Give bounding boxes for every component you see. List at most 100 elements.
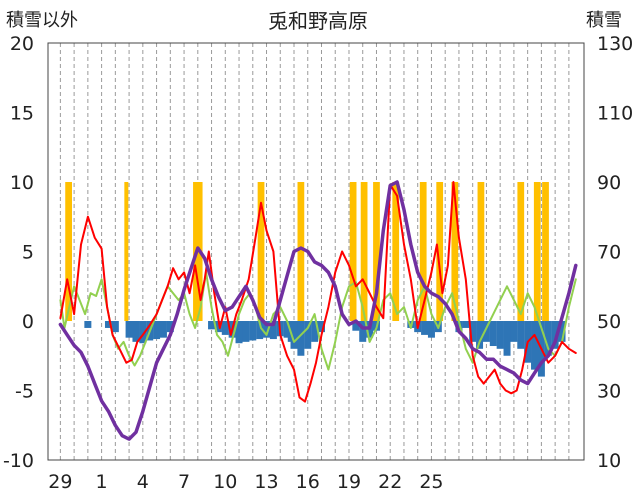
sunshine-bar xyxy=(125,321,133,338)
precip-bar xyxy=(439,182,444,321)
sunshine-bar xyxy=(111,321,119,333)
precip-bar xyxy=(375,182,380,321)
sunshine-bar xyxy=(496,321,504,349)
chart-title: 兎和野高原 xyxy=(268,9,368,33)
x-tick-label: 16 xyxy=(296,471,320,493)
sunshine-bar xyxy=(558,321,566,342)
y-left-tick-label: 15 xyxy=(10,103,34,125)
sunshine-bar xyxy=(132,321,140,342)
sunshine-bar xyxy=(304,321,312,349)
plot-area xyxy=(58,43,578,460)
precip-bar xyxy=(392,182,397,321)
precip-bar xyxy=(536,182,541,321)
precip-bar xyxy=(419,182,424,321)
precip-bar xyxy=(300,182,305,321)
plot-border xyxy=(47,42,585,461)
x-tick-label: 1 xyxy=(96,471,108,493)
sunshine-bar xyxy=(139,321,147,344)
x-tick-label: 4 xyxy=(137,471,149,493)
precip-bar xyxy=(544,182,549,321)
sunshine-bar xyxy=(221,321,229,335)
sunshine-bar xyxy=(476,321,484,349)
sunshine-bar xyxy=(84,321,92,328)
sunshine-bar xyxy=(153,321,161,340)
sunshine-bar xyxy=(242,321,250,342)
y-left-tick-label: 20 xyxy=(10,33,34,55)
temperature-line xyxy=(59,181,577,403)
sunshine-bar xyxy=(510,321,518,342)
y-right-tick-label: 110 xyxy=(597,103,633,125)
sunshine-bar xyxy=(455,321,463,333)
precip-bar xyxy=(480,182,485,321)
sunshine-bar xyxy=(311,321,319,342)
sunshine-bar xyxy=(249,321,257,341)
sunshine-bar xyxy=(159,321,167,338)
sunshine-bar xyxy=(269,321,277,340)
sunshine-bar xyxy=(256,321,264,340)
secondary-line xyxy=(59,271,577,371)
precip-bar xyxy=(533,182,538,321)
precip-bar xyxy=(260,182,265,321)
y-left-tick-label: -5 xyxy=(15,381,34,403)
snow-depth-line xyxy=(58,180,578,441)
sunshine-bar xyxy=(462,321,470,328)
y-right-tick-label: 130 xyxy=(597,33,633,55)
sunshine-bar xyxy=(235,321,243,344)
precip-bar xyxy=(363,182,368,321)
precip-bar xyxy=(422,182,427,321)
sunshine-bar xyxy=(503,321,511,356)
y-left-tick-label: 0 xyxy=(22,311,34,333)
sunshine-bar xyxy=(427,321,435,338)
sunshine-bar xyxy=(352,321,360,331)
precip-bar xyxy=(297,182,302,321)
precip-bar xyxy=(373,182,378,321)
precip-bar xyxy=(451,182,456,321)
sunshine-bar xyxy=(166,321,174,333)
sunshine-bar xyxy=(317,321,325,333)
sunshine-bar xyxy=(104,321,112,328)
x-tick-label: 25 xyxy=(419,471,443,493)
precip-bar xyxy=(257,182,262,321)
sunshine-bar xyxy=(489,321,497,347)
y-left-tick-label: -10 xyxy=(3,450,34,472)
y-right-tick-label: 50 xyxy=(597,311,621,333)
x-tick-label: 13 xyxy=(254,471,278,493)
x-tick-label: 19 xyxy=(337,471,361,493)
sunshine-bar xyxy=(544,321,552,356)
precip-bar xyxy=(395,182,400,321)
x-tick-label: 7 xyxy=(178,471,190,493)
y-right-tick-label: 90 xyxy=(597,172,621,194)
y-right-tick-label: 70 xyxy=(597,242,621,264)
precip-bar xyxy=(352,182,357,321)
precip-bar xyxy=(360,182,365,321)
sunshine-bar xyxy=(531,321,539,370)
y-left-tick-label: 5 xyxy=(22,242,34,264)
precip-bar xyxy=(477,182,482,321)
precip-bar xyxy=(124,182,129,321)
sunshine-bar xyxy=(283,321,291,338)
sunshine-bar xyxy=(263,321,271,338)
x-tick-label: 10 xyxy=(213,471,237,493)
precip-bar xyxy=(67,182,72,321)
sunshine-bar xyxy=(551,321,559,349)
sunshine-bar xyxy=(517,321,525,349)
sunshine-bar xyxy=(290,321,298,349)
precip-bar xyxy=(65,182,70,321)
precip-bar xyxy=(349,182,354,321)
y-left-axis-label: 積雪以外 xyxy=(6,10,78,31)
sunshine-bar xyxy=(421,321,429,335)
y-left-tick-label: 10 xyxy=(10,172,34,194)
sunshine-bar xyxy=(297,321,305,356)
sunshine-bar xyxy=(359,321,367,342)
x-tick-label: 22 xyxy=(378,471,402,493)
precip-bar xyxy=(542,182,547,321)
x-tick-label: 29 xyxy=(48,471,72,493)
precip-bar xyxy=(520,182,525,321)
y-right-tick-label: 30 xyxy=(597,381,621,403)
sunshine-bar xyxy=(214,321,222,333)
sunshine-bar xyxy=(482,321,490,342)
y-right-tick-label: 10 xyxy=(597,450,621,472)
precip-bar xyxy=(517,182,522,321)
